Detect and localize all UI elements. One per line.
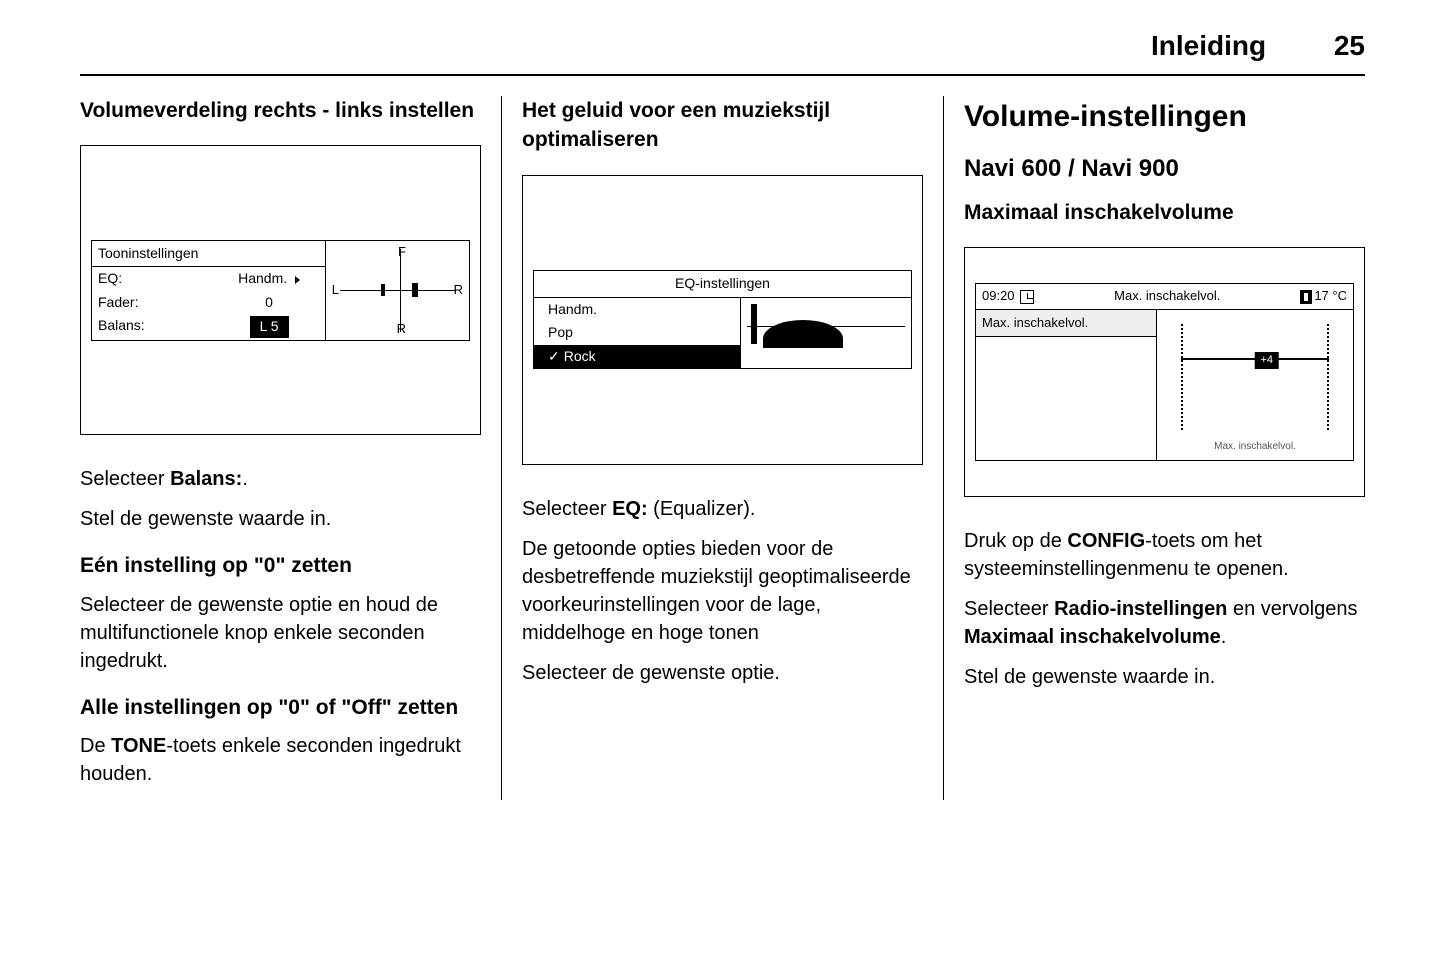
eq-curve-diagram [741,298,911,369]
crosshair-marker [412,283,418,297]
col1-para-4: De TONE-toets enkele seconden ingedrukt … [80,732,481,788]
slider-limit-right [1327,324,1329,430]
volume-left-row: Max. inschakelvol. [976,310,1156,337]
col3-sub-sub-title: Maximaal inschakelvolume [964,198,1365,227]
col2-screenshot: EQ-instellingen Handm. Pop ✓Rock [522,175,923,465]
col1-heading: Volumeverdeling rechts - links instellen [80,96,481,125]
chevron-right-icon [295,276,300,284]
col2-heading: Het geluid voor een muziekstijl optimali… [522,96,923,155]
column-2: Het geluid voor een muziekstijl optimali… [502,96,944,800]
tone-row-value: 0 [219,293,318,313]
axis-label-r: R [454,281,463,299]
volume-panel-header: 09:20 Max. inschakelvol. 17 °C [976,284,1353,309]
crosshair-horizontal [340,290,455,291]
page-number: 25 [1334,30,1365,61]
tone-panel-title: Tooninstellingen [92,241,325,268]
tone-row-label: Fader: [98,293,219,313]
content-columns: Volumeverdeling rechts - links instellen… [80,96,1365,800]
tone-row-label: EQ: [98,269,219,289]
col1-para-3: Selecteer de gewenste optie en houd de m… [80,591,481,675]
crosshair-marker [381,284,385,296]
tone-row-balans: Balans: L 5 [92,314,325,340]
eq-option: Handm. [534,298,740,322]
eq-panel-body: Handm. Pop ✓Rock [534,298,911,369]
clock-icon [1020,290,1034,304]
volume-panel-body: Max. inschakelvol. +4 Max. inschakelvol. [976,310,1353,460]
col1-para-2: Stel de gewenste waarde in. [80,505,481,533]
eq-options-list: Handm. Pop ✓Rock [534,298,741,369]
eq-settings-panel: EQ-instellingen Handm. Pop ✓Rock [533,270,912,369]
col3-para-2: Selecteer Radio-instellingen en vervolge… [964,595,1365,651]
column-3: Volume-instellingen Navi 600 / Navi 900 … [944,96,1365,800]
time-display: 09:20 [982,287,1034,305]
col3-para-3: Stel de gewenste waarde in. [964,663,1365,691]
slider-limit-left [1181,324,1183,430]
tone-settings-panel: Tooninstellingen EQ: Handm. Fader: 0 Bal… [91,240,470,341]
temp-display: 17 °C [1300,287,1347,305]
tone-crosshair-diagram: F R L R [326,241,469,340]
col1-para-1: Selecteer Balans:. [80,465,481,493]
tone-settings-list: Tooninstellingen EQ: Handm. Fader: 0 Bal… [92,241,326,340]
tone-row-fader: Fader: 0 [92,291,325,315]
tone-selected-value: L 5 [250,316,289,338]
tone-row-label: Balans: [98,316,219,338]
thermometer-icon [1300,290,1312,304]
page-title: Inleiding [1151,30,1266,61]
col2-para-1: Selecteer EQ: (Equalizer). [522,495,923,523]
col3-para-1: Druk op de CONFIG-toets om het systeemin… [964,527,1365,583]
volume-panel: 09:20 Max. inschakelvol. 17 °C Max. insc… [975,283,1354,460]
eq-option-selected: ✓Rock [534,345,740,369]
axis-label-f: F [398,243,406,261]
column-1: Volumeverdeling rechts - links instellen… [80,96,502,800]
slider-caption: Max. inschakelvol. [1157,440,1353,454]
col1-subheading-1: Eén instelling op "0" zetten [80,551,481,580]
volume-slider-diagram: +4 Max. inschakelvol. [1157,310,1353,460]
col3-screenshot: 09:20 Max. inschakelvol. 17 °C Max. insc… [964,247,1365,497]
eq-baseline [747,326,905,356]
col2-para-3: Selecteer de gewenste optie. [522,659,923,687]
axis-label-l: L [332,281,339,299]
volume-left-list: Max. inschakelvol. [976,310,1157,460]
col3-section-title: Volume-instellingen [964,96,1365,138]
eq-panel-title: EQ-instellingen [534,271,911,298]
col1-screenshot: Tooninstellingen EQ: Handm. Fader: 0 Bal… [80,145,481,435]
col2-para-2: De getoonde opties bieden voor de desbet… [522,535,923,647]
volume-panel-title: Max. inschakelvol. [1114,287,1220,305]
slider-knob: +4 [1254,352,1279,369]
page-header: Inleiding 25 [80,30,1365,76]
axis-label-r-bottom: R [397,320,406,338]
check-icon: ✓ [548,348,560,364]
tone-row-value: L 5 [219,316,318,338]
col1-subheading-2: Alle instellingen op "0" of "Off" zetten [80,693,481,722]
tone-row-value: Handm. [219,269,318,289]
tone-row-eq: EQ: Handm. [92,267,325,291]
col3-sub-title: Navi 600 / Navi 900 [964,152,1365,186]
eq-option: Pop [534,321,740,345]
